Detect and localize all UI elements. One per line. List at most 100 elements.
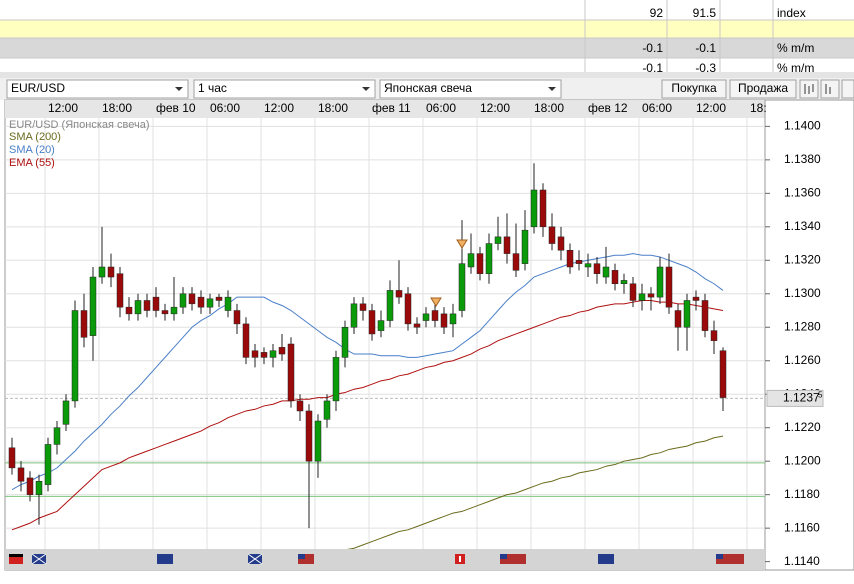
candle-body xyxy=(512,253,520,271)
plot-area xyxy=(4,99,766,571)
candle-body xyxy=(44,444,52,485)
button-text: Продажа xyxy=(738,81,788,95)
table-row xyxy=(0,20,854,38)
legend-entry: SMA (20) xyxy=(9,144,55,156)
symbol-select[interactable]: EUR/USD xyxy=(6,79,189,99)
candle-body xyxy=(116,273,124,308)
x-tick-label: 18:00 xyxy=(534,101,564,115)
candle-body xyxy=(593,263,601,274)
candle-body xyxy=(251,350,259,358)
table-row xyxy=(0,0,854,20)
candle-body xyxy=(35,481,43,495)
cell: -0.1 xyxy=(642,41,663,55)
candle-body xyxy=(152,296,160,311)
candle-body xyxy=(89,276,97,336)
select-text: 1 час xyxy=(198,81,227,95)
candle-body xyxy=(386,290,394,321)
x-tick-label: 18:00 xyxy=(318,101,348,115)
candle-body xyxy=(620,280,628,284)
candle-body xyxy=(719,350,727,398)
candle-body xyxy=(98,266,106,278)
sell-button[interactable]: Продажа xyxy=(729,79,797,99)
last-price-box xyxy=(766,389,824,407)
candle-body xyxy=(368,310,376,335)
candle-body xyxy=(278,347,286,355)
x-tick-label: 06:00 xyxy=(210,101,240,115)
legend-entry: SMA (200) xyxy=(9,131,61,143)
candle-body xyxy=(458,263,466,311)
separator xyxy=(0,72,854,78)
x-tick-label: 18: xyxy=(750,101,767,115)
buy-button[interactable]: Покупка xyxy=(661,79,727,99)
period-select[interactable]: 1 час xyxy=(193,79,376,99)
candle-body xyxy=(584,263,592,268)
candle-body xyxy=(647,293,655,298)
candle-body xyxy=(359,303,367,311)
candle-body xyxy=(170,306,178,315)
candle-body xyxy=(557,236,565,251)
y-tick-label: 1.1160 xyxy=(784,520,820,534)
candle-body xyxy=(26,477,34,495)
table-row xyxy=(0,58,854,72)
last-price-label: 1.1237 xyxy=(783,391,820,405)
candle-body xyxy=(539,189,547,228)
select-text: Японская свеча xyxy=(384,81,472,95)
candle-body xyxy=(575,260,583,264)
y-tick-label: 1.1340 xyxy=(784,219,821,233)
candle-body xyxy=(431,310,439,321)
candle-body xyxy=(71,310,79,402)
x-tick-label: 06:00 xyxy=(426,101,456,115)
y-tick-label: 1.1400 xyxy=(784,119,821,133)
y-tick-label: 1.1200 xyxy=(784,453,821,467)
candle-body xyxy=(314,420,322,462)
candle-body xyxy=(260,352,268,358)
candle-body xyxy=(107,266,115,278)
candle-body xyxy=(404,293,412,325)
legend-main: EUR/USD (Японская свеча) xyxy=(9,119,150,131)
cell: 92 xyxy=(650,6,664,20)
candle-body xyxy=(656,266,664,298)
candle-body xyxy=(224,296,232,311)
event-flags xyxy=(9,553,744,565)
x-tick-label: 18:00 xyxy=(102,101,132,115)
tool-icons[interactable] xyxy=(799,79,854,99)
candle-body xyxy=(188,293,196,305)
candle-body xyxy=(206,298,214,308)
candle-body xyxy=(611,270,619,284)
candle-body xyxy=(395,290,403,298)
candle-body xyxy=(467,253,475,268)
cell: -0.3 xyxy=(695,61,716,75)
cell: index xyxy=(777,6,806,20)
cell: -0.1 xyxy=(695,41,716,55)
candle-body xyxy=(530,189,538,228)
signal-marker xyxy=(456,239,468,249)
indicator-line xyxy=(11,253,724,491)
candle-body xyxy=(485,243,493,274)
candle-body xyxy=(683,300,691,328)
candle-body xyxy=(629,283,637,301)
y-tick-label: 1.1360 xyxy=(784,186,821,200)
candle-body xyxy=(341,327,349,358)
candle-body xyxy=(323,400,331,420)
candle-body xyxy=(548,226,556,244)
candle-body xyxy=(80,310,88,338)
indicator-line xyxy=(11,299,724,531)
candle-body xyxy=(638,293,646,301)
x-tick-label: 12:00 xyxy=(48,101,78,115)
candle-body xyxy=(179,293,187,308)
candle-body xyxy=(350,303,358,328)
candle-body xyxy=(215,296,223,301)
candle-body xyxy=(602,266,610,278)
candle-body xyxy=(449,313,457,325)
x-tick-label: фев 12 xyxy=(588,101,628,115)
y-tick-label: 1.1140 xyxy=(784,554,820,568)
candle-body xyxy=(161,310,169,315)
candle-body xyxy=(287,343,295,402)
candle-body xyxy=(674,310,682,328)
candle-body xyxy=(17,467,25,482)
candle-body xyxy=(413,323,421,328)
chart-type-select[interactable]: Японская свеча xyxy=(379,79,562,99)
candle-body xyxy=(125,306,133,315)
